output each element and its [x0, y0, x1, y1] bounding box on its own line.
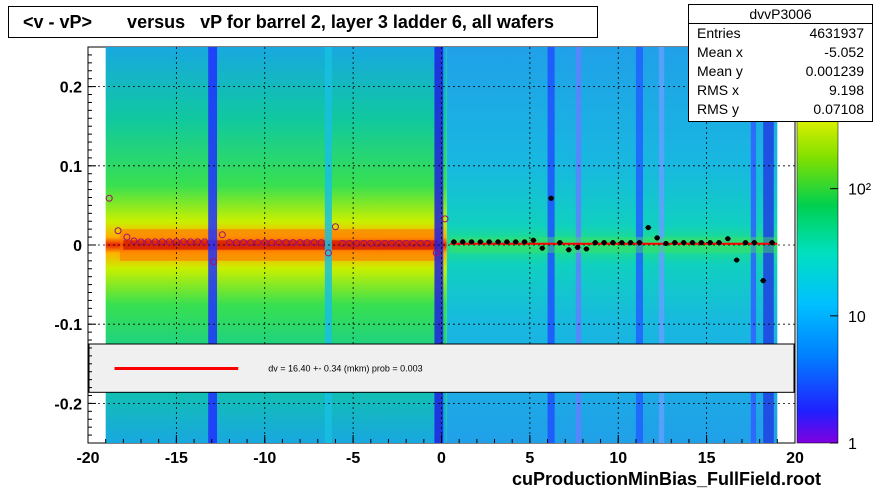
footer-filename: cuProductionMinBias_FullField.root — [511, 469, 821, 489]
profile-point — [254, 239, 262, 247]
stats-row-mean-x: Mean x -5.052 — [689, 43, 872, 62]
profile-point — [432, 249, 440, 257]
profile-point — [360, 239, 368, 247]
x-tick-label: -15 — [165, 450, 188, 467]
profile-point — [247, 239, 255, 247]
profile-point — [105, 194, 113, 202]
profile-point — [310, 239, 318, 247]
y-tick-label: 0.2 — [60, 80, 82, 97]
y-tick-label: -0.2 — [54, 396, 82, 413]
profile-point — [346, 239, 354, 247]
profile-point — [158, 238, 166, 246]
profile-point — [114, 227, 122, 235]
profile-point — [130, 237, 138, 245]
x-tick-label: 20 — [786, 450, 804, 467]
profile-point — [275, 239, 283, 247]
fit-result-text: dv = 16.40 +- 0.34 (mkm) prob = 0.003 — [268, 364, 422, 374]
y-tick-label: 0.1 — [60, 159, 82, 176]
stats-value: 0.07108 — [813, 101, 864, 117]
heatmap-stripe — [547, 47, 555, 443]
profile-point — [218, 231, 226, 239]
heatmap-stripe — [658, 47, 665, 443]
profile-point — [317, 239, 325, 247]
axes: -20 -15 -10 -5 0 5 10 15 20 0.2 0.1 0 -0.1 -0.2 — [54, 46, 804, 467]
profile-point — [194, 238, 202, 246]
profile-point — [296, 239, 304, 247]
y-tick-label: -0.1 — [54, 317, 82, 334]
stats-key: Mean y — [697, 63, 743, 79]
stats-row-rms-y: RMS y 0.07108 — [689, 100, 872, 119]
x-tick-label: 15 — [698, 450, 716, 467]
z-tick-label: 10 — [848, 309, 866, 326]
profile-point — [172, 238, 180, 246]
profile-point — [409, 239, 417, 247]
profile-point — [151, 238, 159, 246]
x-tick-label: 10 — [609, 450, 627, 467]
profile-point — [324, 249, 332, 257]
stats-key: Mean x — [697, 44, 743, 60]
x-tick-label: -5 — [346, 450, 360, 467]
x-tick-label: 5 — [525, 450, 534, 467]
profile-point — [331, 223, 339, 231]
profile-point — [416, 239, 424, 247]
profile-point — [144, 238, 152, 246]
stats-row-entries: Entries 4631937 — [689, 24, 872, 43]
profile-point — [209, 258, 217, 266]
stats-row-mean-y: Mean y 0.001239 — [689, 62, 872, 81]
profile-point — [395, 239, 403, 247]
profile-point — [374, 239, 382, 247]
profile-point — [353, 239, 361, 247]
profile-point — [179, 238, 187, 246]
stats-box: dvvP3006 Entries 4631937 Mean x -5.052 Mea… — [688, 4, 873, 122]
stats-key: Entries — [697, 25, 741, 41]
stats-key: RMS y — [697, 101, 739, 117]
stats-name: dvvP3006 — [689, 5, 872, 24]
profile-point — [240, 239, 248, 247]
profile-point — [225, 239, 233, 247]
x-tick-label: 0 — [437, 450, 446, 467]
profile-point — [232, 239, 240, 247]
profile-point — [402, 239, 410, 247]
profile-point — [303, 239, 311, 247]
profile-points — [105, 194, 778, 284]
profile-point — [367, 239, 375, 247]
stats-value: 9.198 — [828, 82, 864, 98]
profile-point — [339, 239, 347, 247]
profile-point — [289, 239, 297, 247]
x-tick-label: -10 — [253, 450, 276, 467]
stats-value: 4631937 — [809, 25, 864, 41]
stats-row-rms-x: RMS x 9.198 — [689, 81, 872, 100]
stats-value: 0.001239 — [805, 63, 864, 79]
profile-point — [381, 239, 389, 247]
profile-point — [282, 239, 290, 247]
y-tick-label: 0 — [73, 238, 82, 255]
z-tick-label: 1 — [848, 436, 857, 453]
stats-key: RMS x — [697, 82, 739, 98]
profile-point — [201, 238, 209, 246]
profile-point — [123, 233, 131, 241]
profile-point — [423, 239, 431, 247]
profile-point — [165, 238, 173, 246]
z-tick-label: 10² — [848, 182, 872, 199]
stats-value: -5.052 — [824, 44, 864, 60]
profile-point — [137, 238, 145, 246]
profile-point — [388, 239, 396, 247]
profile-point — [268, 239, 276, 247]
profile-point — [187, 238, 195, 246]
profile-point — [261, 239, 269, 247]
fit-result-box: dv = 16.40 +- 0.34 (mkm) prob = 0.003 — [88, 343, 795, 393]
chart-title: <v - vP> versus vP for barrel 2, layer 3… — [8, 6, 598, 38]
heatmap-stripe — [208, 47, 218, 443]
profile-point — [441, 215, 449, 223]
x-tick-label: -20 — [76, 450, 99, 467]
